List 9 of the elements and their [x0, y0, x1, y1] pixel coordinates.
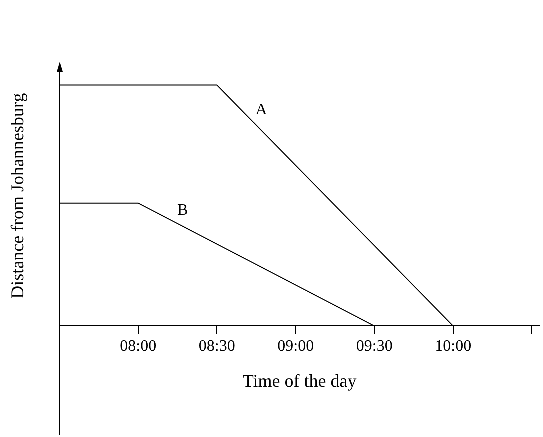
x-tick-label: 09:00 — [278, 338, 314, 356]
x-tick-label: 08:00 — [120, 338, 157, 356]
x-tick-label: 08:30 — [198, 338, 236, 356]
x-tick-label: 10:00 — [435, 338, 472, 356]
y-axis-title: Distance from Johannesburg — [8, 93, 28, 299]
x-axis-title: Time of the day — [242, 370, 357, 391]
series-label: A — [256, 102, 268, 119]
series-label: B — [177, 202, 188, 219]
x-tick-label: 09:30 — [356, 338, 393, 356]
